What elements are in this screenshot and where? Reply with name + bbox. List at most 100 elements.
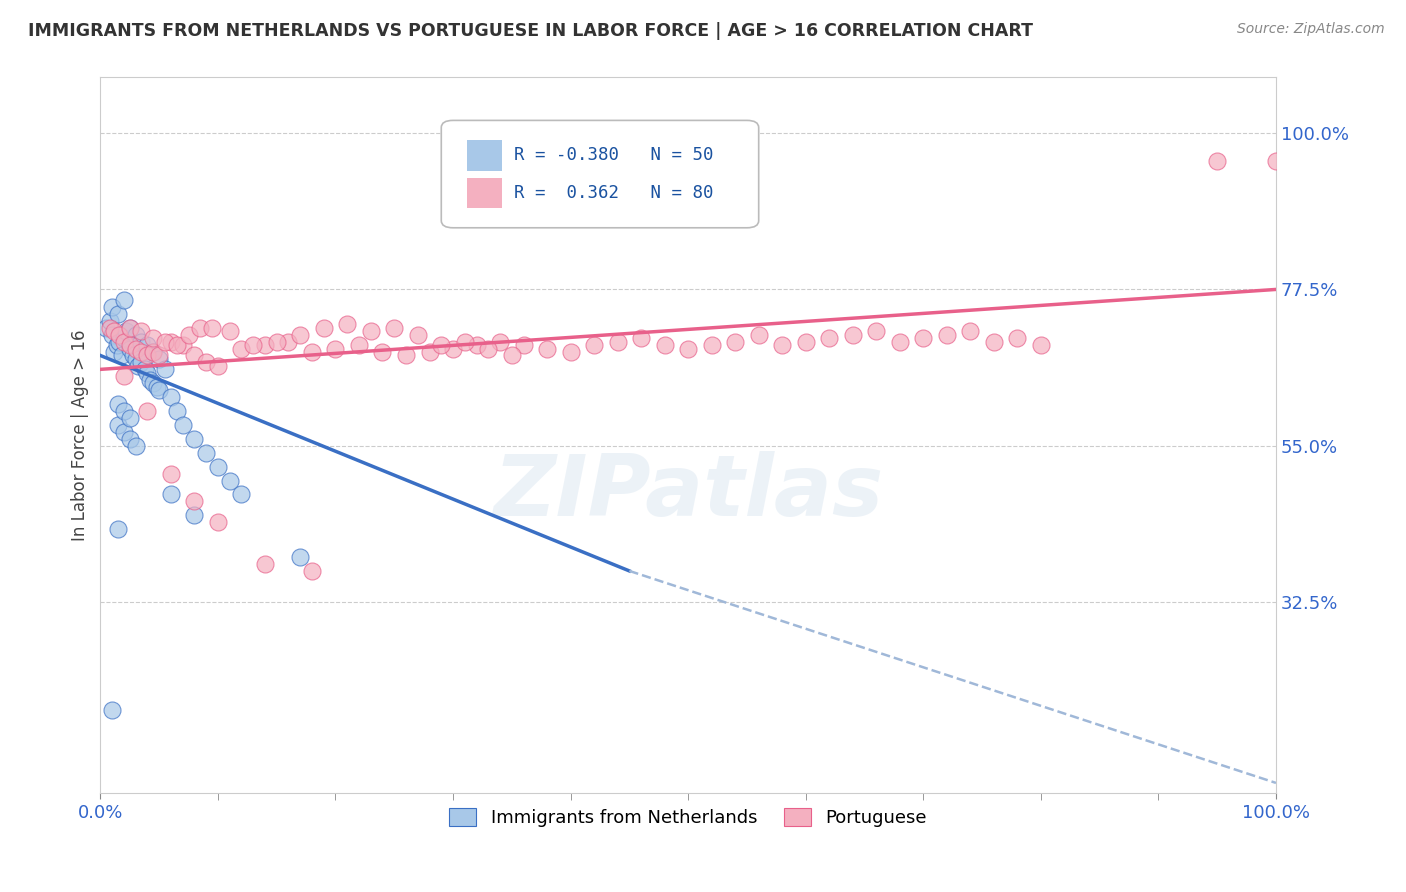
Point bbox=[301, 564, 323, 578]
Point bbox=[160, 467, 183, 481]
Point bbox=[136, 338, 159, 352]
Point bbox=[290, 327, 312, 342]
Point bbox=[136, 349, 159, 363]
Point bbox=[124, 351, 146, 366]
Point bbox=[889, 334, 911, 349]
Point bbox=[172, 338, 194, 352]
Point bbox=[865, 324, 887, 338]
Point bbox=[122, 349, 145, 363]
Point bbox=[983, 334, 1005, 349]
Point bbox=[96, 320, 118, 334]
Point bbox=[406, 327, 429, 342]
Point bbox=[654, 338, 676, 352]
Point bbox=[465, 338, 488, 352]
Point bbox=[131, 355, 153, 369]
Point bbox=[347, 338, 370, 352]
Point bbox=[959, 324, 981, 338]
Point bbox=[560, 345, 582, 359]
Point bbox=[142, 345, 165, 359]
Point bbox=[108, 334, 131, 349]
Point bbox=[748, 327, 770, 342]
FancyBboxPatch shape bbox=[441, 120, 759, 227]
Point bbox=[477, 342, 499, 356]
Point bbox=[118, 432, 141, 446]
Point bbox=[131, 334, 153, 349]
Point bbox=[118, 411, 141, 425]
Point bbox=[112, 331, 135, 345]
Point bbox=[201, 320, 224, 334]
Point bbox=[148, 351, 170, 366]
Point bbox=[253, 338, 276, 352]
Point bbox=[1265, 153, 1288, 168]
Point bbox=[118, 338, 141, 352]
Point bbox=[142, 376, 165, 391]
Point bbox=[512, 338, 534, 352]
Point bbox=[136, 404, 159, 418]
Point bbox=[118, 342, 141, 356]
Text: R =  0.362   N = 80: R = 0.362 N = 80 bbox=[515, 184, 714, 202]
Point bbox=[501, 349, 523, 363]
Point bbox=[118, 320, 141, 334]
Point bbox=[218, 324, 240, 338]
Point bbox=[1007, 331, 1029, 345]
Text: ZIPatlas: ZIPatlas bbox=[494, 451, 883, 534]
Point bbox=[107, 397, 129, 411]
Point bbox=[101, 703, 124, 717]
Point bbox=[676, 342, 699, 356]
Point bbox=[134, 362, 156, 376]
Text: Source: ZipAtlas.com: Source: ZipAtlas.com bbox=[1237, 22, 1385, 37]
Point bbox=[207, 359, 229, 373]
Point bbox=[183, 494, 205, 508]
Point bbox=[242, 338, 264, 352]
Point bbox=[138, 373, 160, 387]
Point bbox=[277, 334, 299, 349]
Point bbox=[360, 324, 382, 338]
Point bbox=[107, 522, 129, 536]
Point bbox=[818, 331, 841, 345]
Point bbox=[336, 317, 359, 331]
FancyBboxPatch shape bbox=[467, 140, 502, 170]
Point bbox=[325, 342, 347, 356]
Point bbox=[583, 338, 606, 352]
Point bbox=[770, 338, 793, 352]
Point bbox=[142, 345, 165, 359]
Point bbox=[112, 425, 135, 439]
Point bbox=[395, 349, 418, 363]
Point bbox=[266, 334, 288, 349]
Point bbox=[112, 293, 135, 307]
Point bbox=[382, 320, 405, 334]
Point bbox=[166, 404, 188, 418]
Point bbox=[418, 345, 440, 359]
Point bbox=[112, 334, 135, 349]
Point bbox=[188, 320, 211, 334]
Point bbox=[441, 342, 464, 356]
Point bbox=[115, 324, 138, 338]
Point bbox=[103, 345, 125, 359]
Point bbox=[172, 417, 194, 432]
Point bbox=[107, 417, 129, 432]
FancyBboxPatch shape bbox=[467, 178, 502, 208]
Point bbox=[160, 390, 183, 404]
Point bbox=[218, 474, 240, 488]
Point bbox=[124, 327, 146, 342]
Point bbox=[136, 366, 159, 380]
Point bbox=[842, 327, 865, 342]
Point bbox=[290, 549, 312, 564]
Point bbox=[108, 327, 131, 342]
Point bbox=[231, 487, 253, 501]
Point bbox=[700, 338, 723, 352]
Text: R = -0.380   N = 50: R = -0.380 N = 50 bbox=[515, 146, 714, 164]
Point bbox=[112, 404, 135, 418]
Point bbox=[207, 516, 229, 530]
Point bbox=[195, 446, 218, 460]
Point bbox=[142, 331, 165, 345]
Point bbox=[153, 362, 176, 376]
Point bbox=[98, 314, 121, 328]
Text: IMMIGRANTS FROM NETHERLANDS VS PORTUGUESE IN LABOR FORCE | AGE > 16 CORRELATION : IMMIGRANTS FROM NETHERLANDS VS PORTUGUES… bbox=[28, 22, 1033, 40]
Point bbox=[110, 349, 132, 363]
Point bbox=[105, 338, 128, 352]
Point bbox=[131, 324, 153, 338]
Point bbox=[112, 369, 135, 384]
Point bbox=[103, 324, 125, 338]
Y-axis label: In Labor Force | Age > 16: In Labor Force | Age > 16 bbox=[72, 330, 89, 541]
